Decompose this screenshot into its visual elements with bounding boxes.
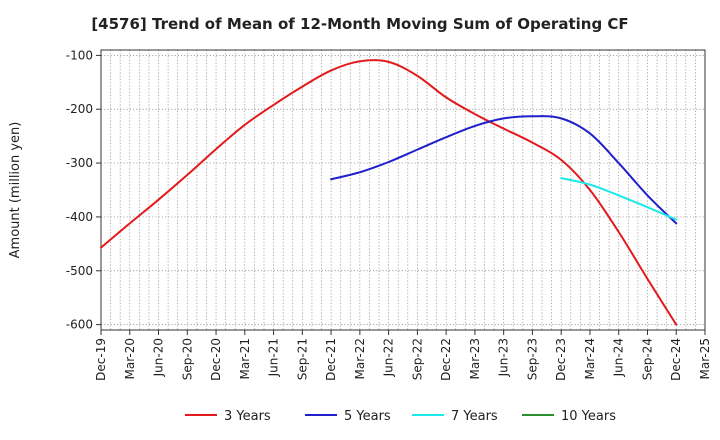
x-axis: Dec-19 Mar-20 Jun-20 Sep-20 Dec-20 Mar-21 Jun-… — [94, 330, 712, 381]
x-tick-label: Sep-20 — [180, 338, 194, 380]
legend-label-10-years: 10 Years — [561, 409, 616, 424]
legend-label-7-years: 7 Years — [451, 409, 498, 424]
y-tick-label: -300 — [66, 156, 93, 170]
y-axis: -100 -200 -300 -400 -500 -600 — [66, 48, 101, 332]
x-tick-label: Mar-22 — [353, 338, 367, 379]
series-line-3-years — [100, 59, 678, 326]
x-tick-label: Jun-24 — [612, 338, 626, 377]
y-tick-label: -100 — [66, 48, 93, 62]
x-tick-label: Mar-23 — [468, 338, 482, 379]
y-tick-label: -400 — [66, 210, 93, 224]
x-tick-label: Sep-24 — [640, 338, 654, 380]
legend: 3 Years 5 Years 7 Years 10 Years — [185, 409, 616, 424]
series-line-7-years — [560, 177, 678, 221]
x-tick-label: Mar-21 — [238, 338, 252, 379]
y-tick-label: -600 — [66, 318, 93, 332]
y-tick-label: -500 — [66, 264, 93, 278]
series-lines — [100, 59, 678, 326]
legend-label-3-years: 3 Years — [224, 409, 271, 424]
chart-title: [4576] Trend of Mean of 12-Month Moving … — [91, 15, 628, 33]
x-tick-label: Dec-23 — [554, 338, 568, 381]
x-tick-label: Jun-21 — [267, 338, 281, 377]
x-tick-label: Sep-23 — [525, 338, 539, 380]
x-tick-label: Dec-20 — [209, 338, 223, 381]
x-tick-label: Mar-24 — [583, 338, 597, 379]
x-tick-label: Jun-22 — [382, 338, 396, 377]
y-axis-label: Amount (million yen) — [8, 122, 23, 259]
plot-frame — [100, 49, 706, 331]
x-tick-label: Sep-21 — [295, 338, 309, 380]
series-line-5-years — [330, 115, 678, 225]
grid — [101, 50, 705, 330]
x-tick-label: Dec-19 — [94, 338, 108, 381]
x-tick-label: Sep-22 — [410, 338, 424, 380]
x-tick-label: Dec-22 — [439, 338, 453, 381]
x-tick-label: Jun-20 — [152, 338, 166, 377]
legend-label-5-years: 5 Years — [344, 409, 391, 424]
x-tick-label: Dec-21 — [324, 338, 338, 381]
x-tick-label: Dec-24 — [669, 338, 683, 381]
x-tick-label: Mar-20 — [123, 338, 137, 379]
x-tick-label: Mar-25 — [698, 338, 712, 379]
x-tick-label: Jun-23 — [497, 338, 511, 377]
y-tick-label: -200 — [66, 102, 93, 116]
